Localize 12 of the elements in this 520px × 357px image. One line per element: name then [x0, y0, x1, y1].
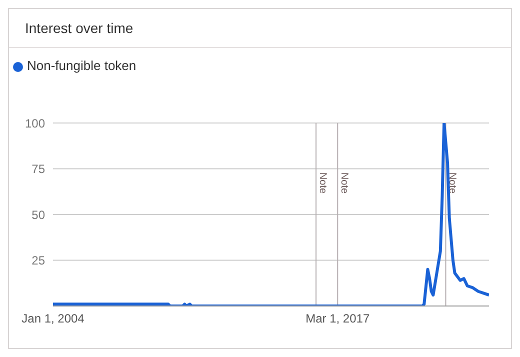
- legend-label: Non-fungible token: [27, 58, 136, 73]
- y-tick-label: 100: [24, 116, 46, 130]
- chart-title: Interest over time: [9, 9, 511, 48]
- ref-line-label: Note: [317, 172, 328, 194]
- ref-line-label: Note: [338, 172, 350, 194]
- ref-line-label: Note: [446, 172, 458, 194]
- y-tick-label: 75: [32, 162, 46, 176]
- line-series: [53, 123, 489, 306]
- x-tick-label: Jan 1, 2004: [22, 312, 85, 326]
- y-tick-label: 25: [32, 254, 46, 268]
- x-tick-label: Mar 1, 2017: [306, 312, 370, 326]
- y-tick-label: 50: [32, 208, 46, 222]
